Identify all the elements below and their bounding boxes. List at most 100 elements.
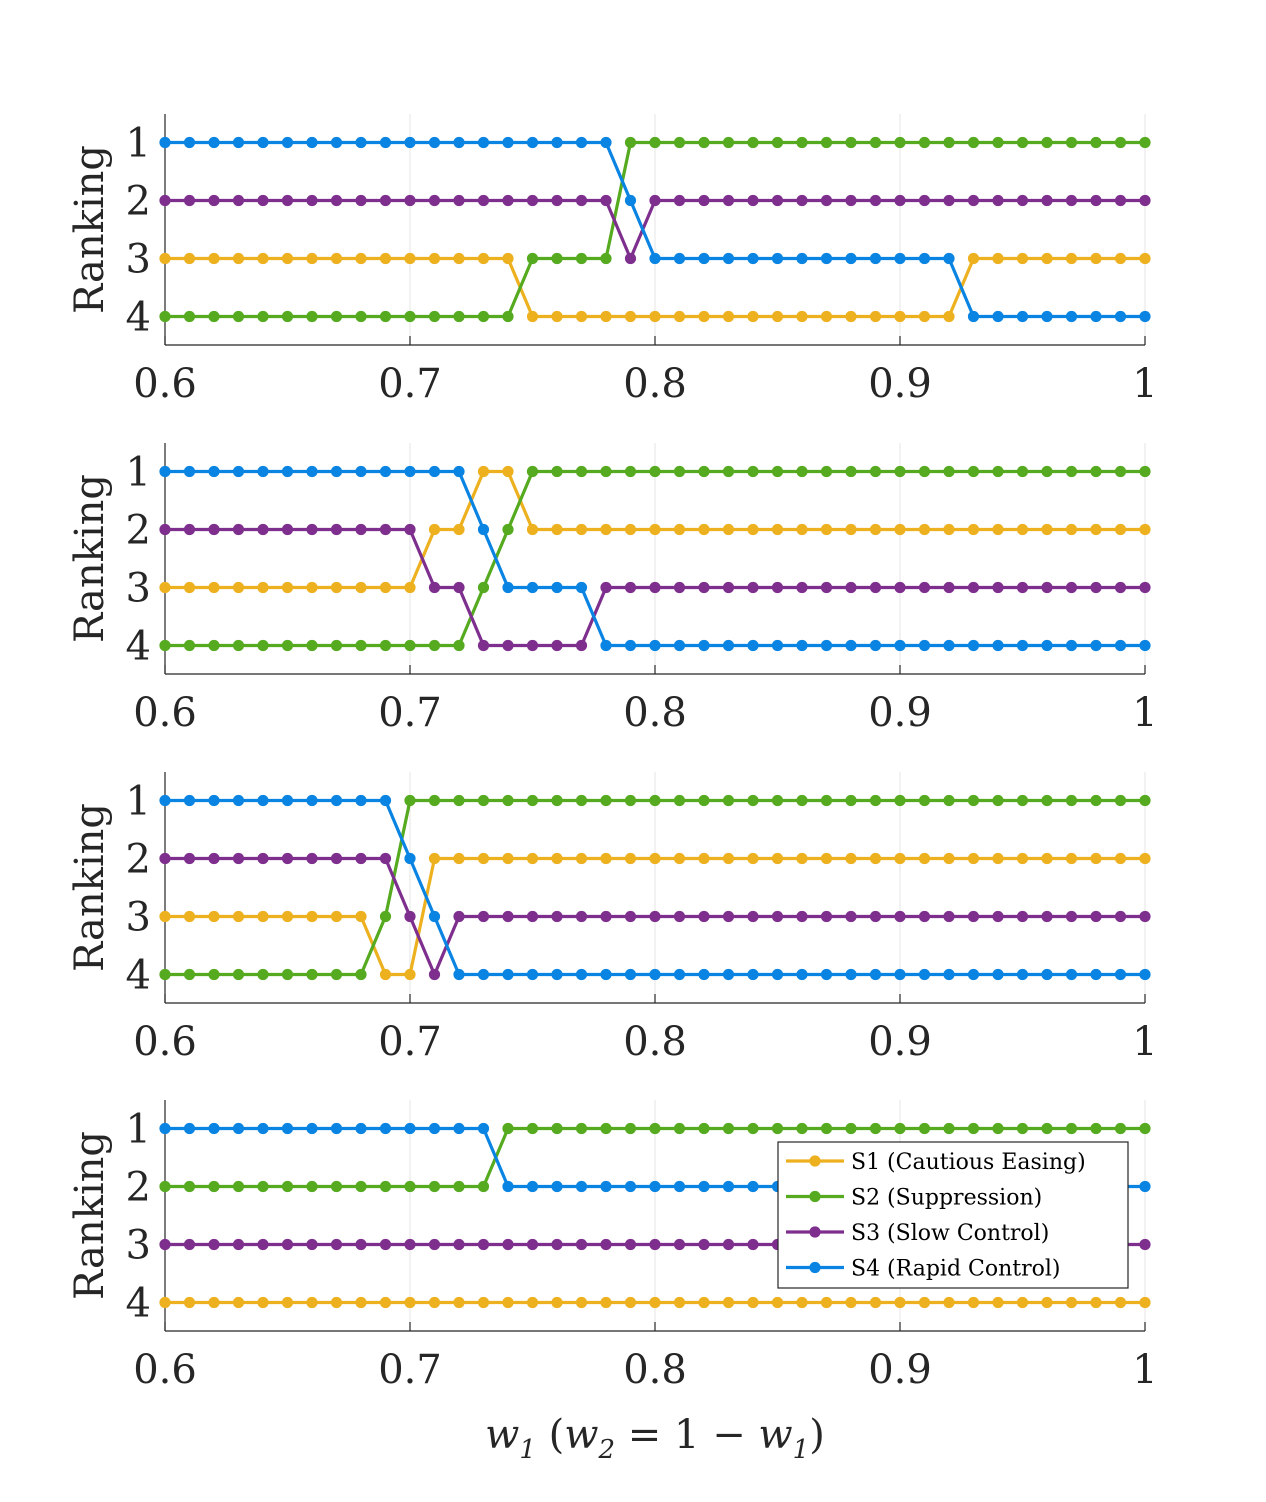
data-point xyxy=(428,968,441,981)
x-tick-label: 0.7 xyxy=(378,1347,442,1393)
x-tick-label: 0.9 xyxy=(868,361,932,407)
data-point xyxy=(159,910,171,923)
data-point xyxy=(159,639,171,652)
x-axis-label-sub1: 1 xyxy=(519,1435,536,1465)
data-point xyxy=(379,252,392,265)
data-point xyxy=(894,252,906,265)
data-point xyxy=(869,136,882,149)
data-point xyxy=(502,1180,514,1193)
data-point xyxy=(796,968,808,981)
data-point xyxy=(1016,1122,1029,1135)
data-point xyxy=(1139,581,1151,594)
data-point xyxy=(992,910,1004,923)
data-point xyxy=(159,194,171,207)
data-point xyxy=(698,1180,710,1193)
data-point xyxy=(722,523,735,536)
data-point xyxy=(208,1180,220,1193)
data-point xyxy=(747,1296,759,1309)
data-point xyxy=(477,794,490,807)
data-point xyxy=(453,1238,465,1251)
data-point xyxy=(404,465,416,478)
data-point xyxy=(575,523,588,536)
x-axis-label-w: w xyxy=(485,1412,519,1458)
data-point xyxy=(1041,910,1053,923)
data-point xyxy=(306,794,318,807)
data-point xyxy=(330,1122,343,1135)
data-point xyxy=(355,194,367,207)
data-point xyxy=(575,1238,588,1251)
data-point xyxy=(232,523,245,536)
data-point xyxy=(379,1296,392,1309)
data-point xyxy=(820,523,833,536)
data-point xyxy=(845,794,857,807)
data-point xyxy=(526,1122,539,1135)
data-point xyxy=(575,910,588,923)
data-point xyxy=(967,968,980,981)
data-point xyxy=(306,1122,318,1135)
data-point xyxy=(722,794,735,807)
data-point xyxy=(600,910,612,923)
data-point xyxy=(257,1180,269,1193)
legend-item: S1 (Cautious Easing) xyxy=(786,1150,1086,1175)
data-point xyxy=(698,1238,710,1251)
data-point xyxy=(257,523,269,536)
data-point xyxy=(649,1238,661,1251)
data-point xyxy=(159,1296,171,1309)
data-point xyxy=(747,136,759,149)
data-point xyxy=(869,794,882,807)
data-point xyxy=(502,794,514,807)
data-point xyxy=(1041,136,1053,149)
data-point xyxy=(502,523,514,536)
data-point xyxy=(208,968,220,981)
data-point xyxy=(232,1180,245,1193)
data-point xyxy=(453,639,465,652)
data-point xyxy=(918,1296,931,1309)
data-point xyxy=(281,852,294,865)
data-point xyxy=(208,581,220,594)
data-point xyxy=(1139,523,1151,536)
data-point xyxy=(159,1180,171,1193)
data-point xyxy=(624,1180,637,1193)
data-point xyxy=(796,310,808,323)
data-point xyxy=(771,910,784,923)
data-point xyxy=(208,639,220,652)
data-point xyxy=(747,1122,759,1135)
data-point xyxy=(1016,523,1029,536)
data-point xyxy=(526,639,539,652)
data-point xyxy=(845,639,857,652)
data-point xyxy=(771,523,784,536)
data-point xyxy=(624,910,637,923)
data-point xyxy=(869,910,882,923)
data-point xyxy=(918,194,931,207)
data-point xyxy=(1139,252,1151,265)
data-point xyxy=(673,1238,686,1251)
data-point xyxy=(845,136,857,149)
data-point xyxy=(306,1180,318,1193)
data-point xyxy=(330,252,343,265)
data-point xyxy=(992,968,1004,981)
y-tick-label: 3 xyxy=(126,237,151,283)
data-point xyxy=(1016,136,1029,149)
data-point xyxy=(1041,465,1053,478)
data-point xyxy=(404,910,416,923)
data-point xyxy=(1139,968,1151,981)
data-point xyxy=(183,1296,196,1309)
data-point xyxy=(698,194,710,207)
data-point xyxy=(281,968,294,981)
data-point xyxy=(894,581,906,594)
data-point xyxy=(1114,194,1127,207)
data-point xyxy=(624,968,637,981)
data-point xyxy=(698,910,710,923)
data-point xyxy=(967,252,980,265)
data-point xyxy=(208,910,220,923)
data-point xyxy=(355,1122,367,1135)
data-point xyxy=(820,310,833,323)
data-point xyxy=(722,581,735,594)
data-point xyxy=(624,310,637,323)
data-point xyxy=(159,136,171,149)
data-point xyxy=(869,194,882,207)
data-point xyxy=(1041,194,1053,207)
data-point xyxy=(526,968,539,981)
data-point xyxy=(477,252,490,265)
data-point xyxy=(845,523,857,536)
